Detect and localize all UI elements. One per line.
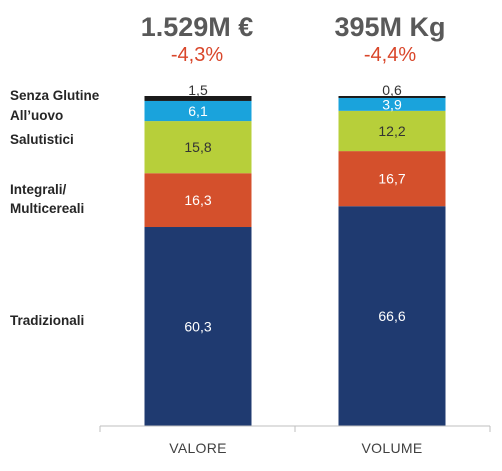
bar-labels-group: 60,3 16,3 15,8 6,1 1,5 66,6 16,7 12,2 3,90,6 (184, 82, 405, 335)
data-label-volume-4: 0,6 (382, 82, 402, 98)
header-delta-valore: -4,3% (170, 44, 224, 66)
category-label-line: Tradizionali (10, 313, 85, 328)
x-tick-label-volume: VOLUME (361, 440, 423, 456)
data-label-volume-2: 12,2 (378, 123, 405, 139)
bar-segment-volume-3 (338, 97, 446, 111)
bars-group (144, 96, 446, 426)
data-label-valore-4: 1,5 (188, 82, 208, 98)
category-label-line: Senza Glutine (10, 88, 100, 103)
category-label-line: Multicereali (10, 201, 85, 216)
data-label-volume-1: 16,7 (378, 171, 405, 187)
bar-segment-valore-0 (144, 227, 252, 426)
header-total-valore: 1.529M € (140, 12, 254, 42)
data-label-volume-0: 66,6 (378, 308, 405, 324)
category-label-line: All’uovo (10, 108, 64, 123)
data-label-valore-0: 60,3 (184, 319, 211, 335)
data-label-valore-3: 6,1 (188, 103, 208, 119)
bar-segment-valore-3 (144, 100, 252, 122)
bar-segment-valore-4 (144, 96, 252, 101)
bar-segment-valore-1 (144, 173, 252, 228)
category-label-line: Salutistici (10, 132, 74, 147)
bar-segment-volume-2 (338, 110, 446, 152)
data-label-valore-2: 15,8 (184, 139, 211, 155)
bar-segment-volume-0 (338, 206, 446, 426)
data-label-valore-1: 16,3 (184, 192, 211, 208)
bar-segment-valore-2 (144, 121, 252, 174)
category-label-senza-glutine: Senza Glutine (10, 86, 99, 105)
data-label-volume-3: 3,9 (382, 96, 402, 112)
x-axis-ticks (99, 426, 491, 432)
category-label-line: Integrali/ (10, 182, 67, 197)
header-delta-volume: -4,4% (363, 44, 417, 66)
category-label-integrali: Integrali/ Multicereali (10, 180, 84, 218)
bar-segment-volume-1 (338, 151, 446, 207)
category-label-salutistici: Salutistici (10, 130, 74, 149)
category-label-tradizionali: Tradizionali (10, 311, 84, 330)
category-label-alluovo: All’uovo (10, 106, 63, 125)
x-tick-label-valore: VALORE (169, 440, 227, 456)
header-total-volume: 395M Kg (334, 12, 446, 42)
bar-segment-volume-4 (338, 96, 446, 98)
